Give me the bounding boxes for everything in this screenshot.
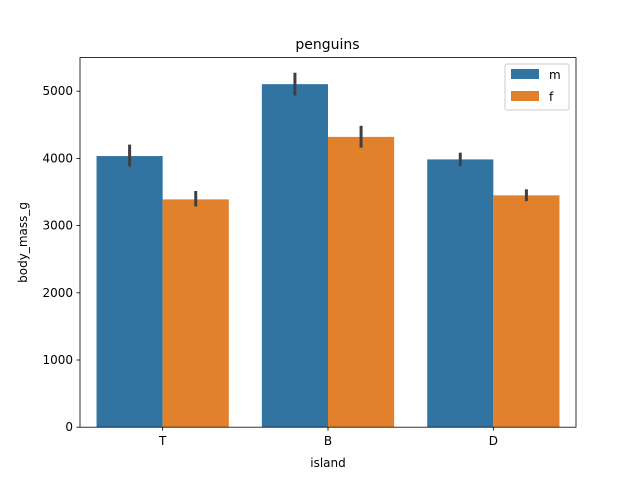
bar-f-D xyxy=(493,195,560,428)
y-axis-label: body_mass_g xyxy=(16,202,30,283)
y-tick-label: 5000 xyxy=(42,84,73,98)
plot-frame xyxy=(79,57,577,428)
legend-swatch-m xyxy=(511,69,539,79)
x-tick-label: D xyxy=(489,434,498,448)
bar-m-T xyxy=(96,156,163,428)
legend-label-m: m xyxy=(549,68,561,82)
chart-title: penguins xyxy=(295,37,359,53)
bar-m-D xyxy=(427,159,494,428)
x-tick-label: B xyxy=(324,434,332,448)
bars-layer xyxy=(96,84,560,428)
errorbars-layer xyxy=(128,72,528,207)
y-tick-label: 4000 xyxy=(42,151,73,165)
y-tick-label: 3000 xyxy=(42,219,73,233)
legend: m f xyxy=(504,63,570,111)
y-tick-label: 0 xyxy=(65,420,73,434)
bar-f-T xyxy=(162,199,229,428)
y-tick-label: 2000 xyxy=(42,286,73,300)
bar-f-B xyxy=(328,136,395,428)
legend-swatch-f xyxy=(511,91,539,101)
y-axis: 0 1000 2000 3000 4000 5000 xyxy=(42,84,80,434)
legend-label-f: f xyxy=(549,90,554,104)
y-tick-label: 1000 xyxy=(42,353,73,367)
bar-m-B xyxy=(261,84,328,428)
x-tick-label: T xyxy=(158,434,167,448)
x-axis-label: island xyxy=(310,456,346,470)
